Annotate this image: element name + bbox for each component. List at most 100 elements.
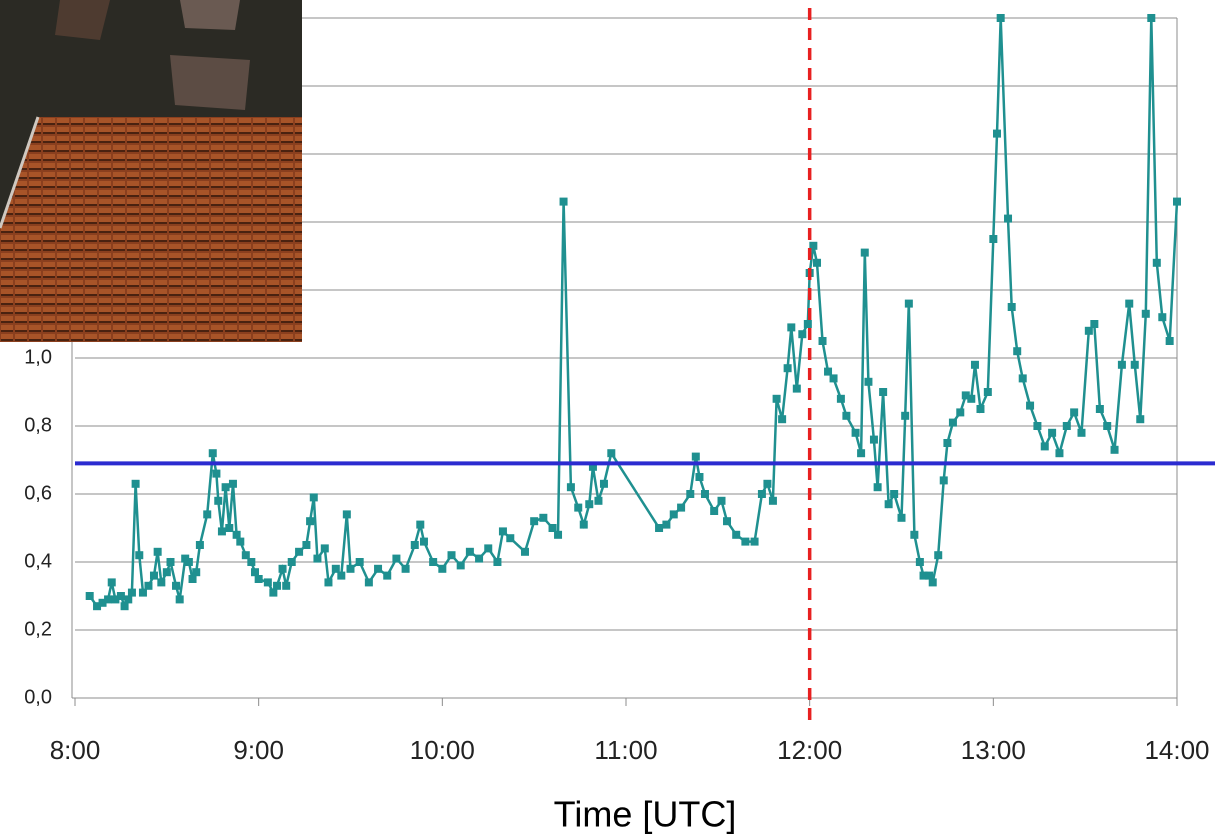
data-point <box>768 496 777 505</box>
x-tick-label: 10:00 <box>410 735 475 765</box>
data-point <box>447 551 456 560</box>
data-point <box>579 520 588 529</box>
data-point <box>520 547 529 556</box>
data-point <box>686 490 695 498</box>
data-point <box>559 197 568 206</box>
data-point <box>836 394 845 403</box>
x-tick-label: 13:00 <box>961 735 1026 765</box>
data-point <box>498 527 507 536</box>
data-point <box>723 517 732 526</box>
y-tick-label: 0,2 <box>24 618 52 640</box>
data-point <box>250 568 259 577</box>
data-point <box>138 588 147 597</box>
data-point <box>530 517 539 526</box>
data-point <box>320 544 329 553</box>
data-point <box>585 500 594 509</box>
data-point <box>506 534 515 543</box>
data-point <box>131 479 140 488</box>
data-point <box>355 558 364 566</box>
data-point <box>1130 360 1139 369</box>
data-point <box>669 510 678 519</box>
data-point <box>116 592 125 600</box>
data-point <box>548 524 557 532</box>
data-point <box>484 544 493 553</box>
y-tick-label: 0,8 <box>24 414 52 436</box>
data-point <box>1147 14 1156 22</box>
data-point <box>934 551 943 560</box>
data-point <box>172 581 181 590</box>
data-point <box>607 449 616 458</box>
data-point <box>1018 374 1027 383</box>
data-point <box>475 554 484 563</box>
data-point <box>842 411 851 420</box>
data-point <box>869 435 878 444</box>
data-point <box>111 595 120 604</box>
data-point <box>241 551 250 560</box>
data-point <box>313 554 322 563</box>
data-point <box>1136 415 1145 424</box>
x-tick-label: 11:00 <box>594 735 657 765</box>
data-point <box>225 524 234 532</box>
data-point <box>851 428 860 437</box>
data-point <box>976 405 985 413</box>
data-point <box>1173 197 1181 206</box>
data-point <box>309 493 318 502</box>
data-point <box>144 581 153 590</box>
data-point <box>919 571 928 580</box>
data-point <box>374 564 383 573</box>
data-point <box>127 588 136 597</box>
data-point <box>599 479 608 488</box>
data-point <box>566 483 575 492</box>
data-point <box>750 537 759 546</box>
data-point <box>149 571 158 580</box>
data-point <box>588 462 597 471</box>
data-point <box>1158 313 1167 322</box>
data-point <box>996 14 1005 22</box>
data-point <box>166 558 175 566</box>
data-point <box>217 527 226 536</box>
x-tick-label: 14:00 <box>1144 735 1209 765</box>
data-point <box>1084 326 1093 335</box>
data-point <box>120 602 129 611</box>
data-point <box>324 578 333 587</box>
x-tick-label: 12:00 <box>777 735 842 765</box>
data-point <box>1125 299 1134 308</box>
data-point <box>824 367 833 376</box>
data-point <box>401 564 410 573</box>
data-point <box>1110 445 1119 454</box>
data-point <box>392 554 401 563</box>
data-point <box>429 558 438 566</box>
data-point <box>269 588 278 597</box>
data-point <box>221 483 230 492</box>
data-point <box>1026 401 1035 410</box>
data-point <box>263 578 272 587</box>
x-tick-label: 9:00 <box>233 735 284 765</box>
data-point <box>1090 320 1099 328</box>
data-point <box>419 537 428 546</box>
data-point <box>890 490 899 498</box>
data-point <box>928 578 937 587</box>
data-point <box>124 595 133 604</box>
data-point <box>346 564 355 573</box>
photo-house <box>170 55 250 110</box>
y-tick-label: 0,4 <box>24 550 52 572</box>
data-point <box>208 449 217 458</box>
data-point <box>135 551 144 560</box>
data-point <box>157 578 166 587</box>
data-point <box>925 571 934 580</box>
data-point <box>1013 347 1022 356</box>
data-point <box>860 248 869 257</box>
data-point <box>188 575 197 583</box>
data-point <box>884 500 893 509</box>
data-point <box>904 299 913 308</box>
data-point <box>897 513 906 522</box>
data-point <box>873 483 882 492</box>
data-point <box>970 360 979 369</box>
data-point <box>98 598 107 607</box>
data-point <box>967 394 976 403</box>
data-point <box>295 547 304 556</box>
data-point <box>192 568 201 577</box>
data-point <box>195 541 204 549</box>
data-point <box>1055 449 1064 458</box>
data-point <box>273 581 282 590</box>
